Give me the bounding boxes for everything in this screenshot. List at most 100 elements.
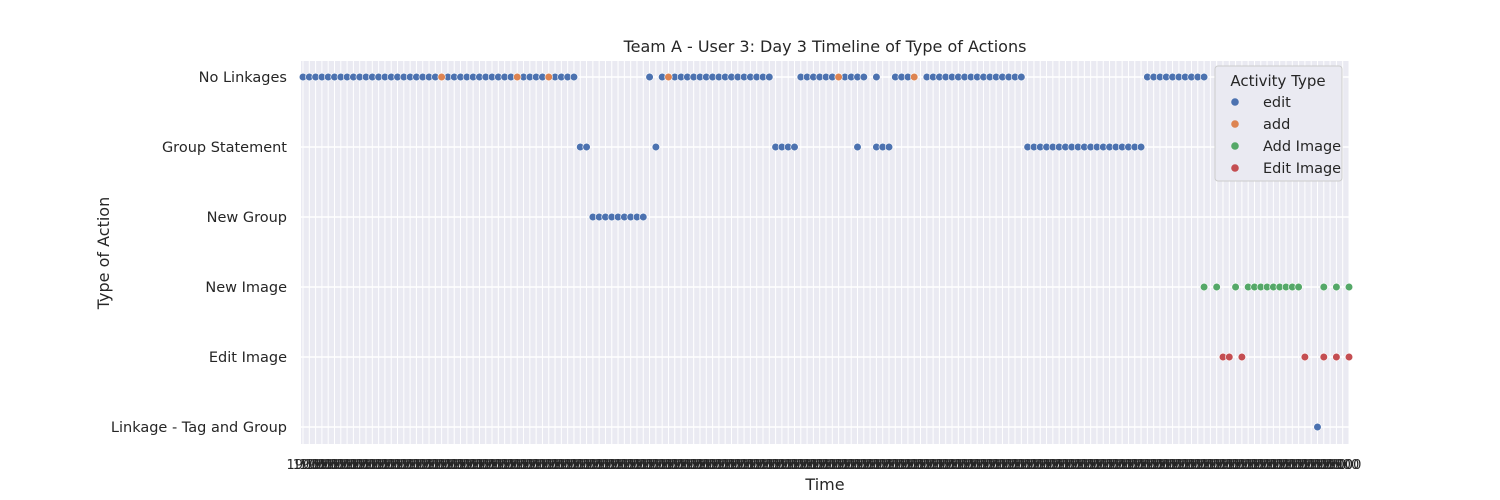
x-tick-label: 1900	[847, 458, 880, 473]
point-add	[544, 72, 553, 82]
x-tick-label: 1900	[501, 458, 534, 473]
x-tick-label: 1900	[457, 458, 490, 473]
x-tick-label: 1900	[935, 458, 968, 473]
x-tick-label: 1900	[879, 458, 912, 473]
x-tick-label: 1900	[488, 458, 521, 473]
legend-title: Activity Type	[1230, 72, 1325, 90]
point-edit	[639, 212, 648, 222]
x-tick-label: 1900	[494, 458, 527, 473]
x-tick-label: 1900	[356, 458, 389, 473]
x-tick-label: 1900	[312, 458, 345, 473]
x-tick-label: 1900	[765, 458, 798, 473]
x-tick-label: 1900	[293, 458, 326, 473]
x-tick-label: 1900	[791, 458, 824, 473]
x-tick-label: 1900	[444, 458, 477, 473]
point-edit	[765, 72, 774, 82]
point-edit	[645, 72, 654, 82]
point-edit-image	[1300, 352, 1309, 362]
point-edit-image	[1225, 352, 1234, 362]
x-tick-label: 1900	[463, 458, 496, 473]
point-edit-image	[1319, 352, 1328, 362]
x-tick-label: 1900	[1225, 458, 1258, 473]
x-tick-label: 1900	[331, 458, 364, 473]
x-tick-label: 1900	[998, 458, 1031, 473]
x-tick-label: 1900	[1112, 458, 1145, 473]
x-tick-label: 1900	[734, 458, 767, 473]
point-edit	[569, 72, 579, 82]
x-tick-label: 1900	[438, 458, 471, 473]
x-tick-label: 1900	[1055, 458, 1088, 473]
x-tick-label: 1900	[753, 458, 786, 473]
legend-label: add	[1263, 117, 1290, 133]
legend-label: Add Image	[1263, 139, 1341, 155]
x-tick-label: 1900	[696, 458, 729, 473]
x-tick-label: 1900	[1087, 458, 1120, 473]
chart-title: Team A - User 3: Day 3 Timeline of Type …	[623, 37, 1027, 56]
x-tick-label: 1900	[400, 458, 433, 473]
x-tick-label: 1900	[923, 458, 956, 473]
x-tick-label: 1900	[450, 458, 483, 473]
x-tick-label: 1900	[1295, 458, 1328, 473]
x-tick-labels: 1900190019001900190019001900190019001900…	[286, 458, 1361, 473]
x-tick-label: 1900	[1320, 458, 1353, 473]
x-tick-label: 1900	[406, 458, 439, 473]
legend-box	[1214, 65, 1343, 182]
point-add-image	[1319, 282, 1328, 292]
x-tick-label: 1900	[1175, 458, 1208, 473]
x-tick-label: 1900	[1143, 458, 1176, 473]
x-tick-label: 1900	[583, 458, 616, 473]
x-tick-label: 1900	[1125, 458, 1158, 473]
x-tick-label: 1900	[526, 458, 559, 473]
x-tick-label: 1900	[564, 458, 597, 473]
legend-marker	[1231, 120, 1239, 128]
x-tick-label: 1900	[904, 458, 937, 473]
x-tick-label: 1900	[362, 458, 395, 473]
x-tick-label: 1900	[778, 458, 811, 473]
point-edit-image	[1237, 352, 1246, 362]
x-tick-label: 1900	[1232, 458, 1265, 473]
legend-label: edit	[1263, 95, 1291, 111]
x-tick-label: 1900	[337, 458, 370, 473]
x-tick-label: 1900	[1314, 458, 1347, 473]
x-tick-label: 1900	[1049, 458, 1082, 473]
x-tick-label: 1900	[1251, 458, 1284, 473]
x-tick-label: 1900	[1276, 458, 1309, 473]
point-edit	[1313, 422, 1322, 432]
legend-marker	[1231, 142, 1239, 150]
x-tick-label: 1900	[1219, 458, 1252, 473]
point-add	[834, 72, 843, 82]
x-tick-label: 1900	[381, 458, 414, 473]
x-tick-label: 1900	[412, 458, 445, 473]
x-tick-label: 1900	[1062, 458, 1095, 473]
point-add-image	[1199, 282, 1209, 292]
x-tick-label: 1900	[419, 458, 452, 473]
x-tick-label: 1900	[1194, 458, 1227, 473]
x-tick-label: 1900	[1106, 458, 1139, 473]
x-tick-label: 1900	[992, 458, 1025, 473]
x-tick-label: 1900	[1244, 458, 1277, 473]
x-tick-label: 1900	[1238, 458, 1271, 473]
x-tick-label: 1900	[677, 458, 710, 473]
y-category-label: Linkage - Tag and Group	[111, 420, 287, 436]
x-tick-label: 1900	[1282, 458, 1315, 473]
x-tick-label: 1900	[1156, 458, 1189, 473]
x-tick-label: 1900	[759, 458, 792, 473]
x-tick-label: 1900	[1288, 458, 1321, 473]
x-tick-label: 1900	[1043, 458, 1076, 473]
legend-label: Edit Image	[1263, 161, 1341, 177]
x-tick-label: 1900	[784, 458, 817, 473]
point-add	[910, 72, 919, 82]
x-tick-label: 1900	[721, 458, 754, 473]
x-tick-label: 1900	[1024, 458, 1057, 473]
x-tick-label: 1900	[589, 458, 622, 473]
y-category-label: New Image	[205, 280, 287, 296]
point-add-image	[1212, 282, 1221, 292]
x-tick-label: 1900	[482, 458, 515, 473]
x-tick-label: 1900	[1150, 458, 1183, 473]
x-tick-label: 1900	[1068, 458, 1101, 473]
point-add	[437, 72, 446, 82]
x-tick-label: 1900	[1181, 458, 1214, 473]
point-add-image	[1231, 282, 1240, 292]
x-tick-label: 1900	[740, 458, 773, 473]
